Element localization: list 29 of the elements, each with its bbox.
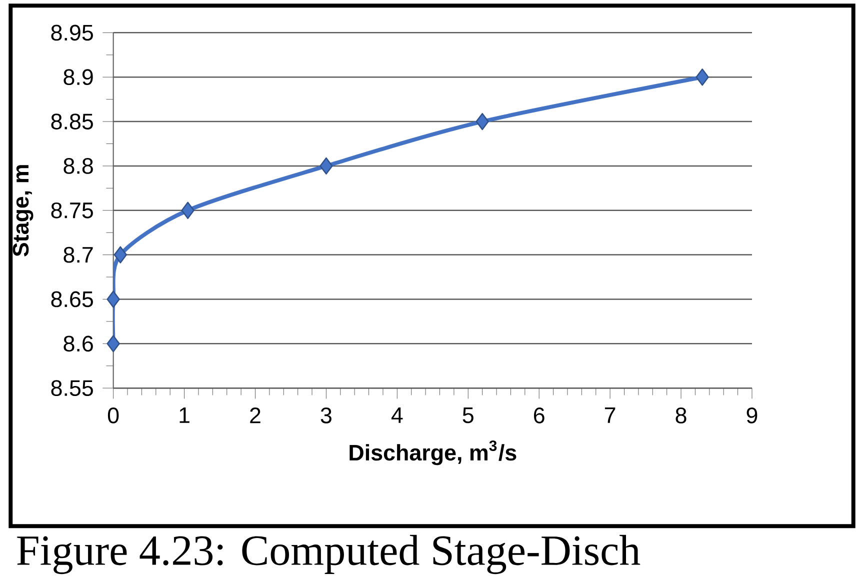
x-tick-label: 9: [746, 408, 758, 424]
x-axis-title: Discharge, m$^{3}$/s: [350, 440, 516, 466]
x-tick-label: 0: [108, 408, 119, 424]
point: [106, 290, 120, 308]
y-tick-label: 8.8: [64, 158, 93, 174]
point: [696, 68, 709, 86]
caption: Figure 4.23: Computed Stage-Disch: [17, 535, 640, 574]
x-tick-label: 3: [320, 408, 332, 424]
x-tick-label: 5: [462, 408, 474, 424]
y-tick-label: 8.7: [64, 246, 93, 263]
y-axis-title: Stage, m: [12, 165, 34, 256]
y-tick-label: 8.55: [51, 380, 93, 396]
x-tick-label: 1: [180, 408, 190, 423]
point: [320, 157, 333, 175]
y-tick-label: 8.9: [64, 69, 93, 86]
point: [181, 202, 194, 220]
x-tick-label: 2: [250, 408, 260, 424]
y-tick-label: 8.95: [51, 24, 93, 41]
y-tick-label: 8.6: [64, 336, 93, 352]
y-tick-label: 8.75: [51, 202, 93, 218]
x-tick-label: 7: [604, 408, 616, 423]
y-tick-label: 8.85: [51, 114, 93, 130]
x-tick-label: 4: [391, 408, 403, 423]
x-tick-label: 6: [534, 408, 544, 424]
y-tick-label: 8.65: [51, 291, 93, 308]
point: [114, 246, 128, 264]
point: [476, 113, 489, 130]
point: [106, 335, 120, 352]
x-tick-label: 8: [676, 408, 686, 424]
